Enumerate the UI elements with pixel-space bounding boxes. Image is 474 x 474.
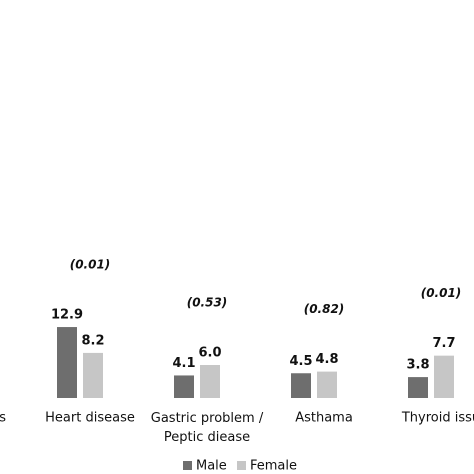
bar: [174, 375, 194, 398]
bar: [291, 373, 311, 398]
value-label: 6.0: [198, 346, 221, 361]
value-label: 3.8: [406, 358, 429, 373]
annotation: (0.01): [70, 258, 111, 272]
bar: [57, 327, 77, 398]
legend-swatch: [237, 461, 246, 470]
bar: [408, 377, 428, 398]
bar: [317, 371, 337, 398]
legend-label: Female: [250, 459, 297, 474]
value-label: 12.9: [51, 308, 83, 323]
x-tick-label: Gastric problem / Peptic diease: [151, 411, 264, 445]
bar: [200, 365, 220, 398]
value-label: 4.5: [289, 354, 312, 369]
legend-label: Male: [196, 459, 227, 474]
value-label: 4.1: [172, 356, 195, 371]
x-tick-label: Asthama: [295, 411, 353, 426]
annotation: (0.82): [304, 302, 345, 316]
legend-swatch: [183, 461, 192, 470]
annotation: (0.01): [421, 286, 462, 300]
x-tick-label: Heart disease: [45, 411, 135, 426]
value-label: 4.8: [315, 352, 338, 367]
x-tick-label: Thyroid issu: [401, 411, 474, 426]
x-tick-label: s: [0, 411, 6, 426]
bar: [83, 352, 103, 398]
value-label: 7.7: [432, 336, 455, 351]
annotation: (0.53): [187, 296, 228, 310]
bar: [434, 355, 454, 398]
value-label: 8.2: [81, 333, 104, 348]
